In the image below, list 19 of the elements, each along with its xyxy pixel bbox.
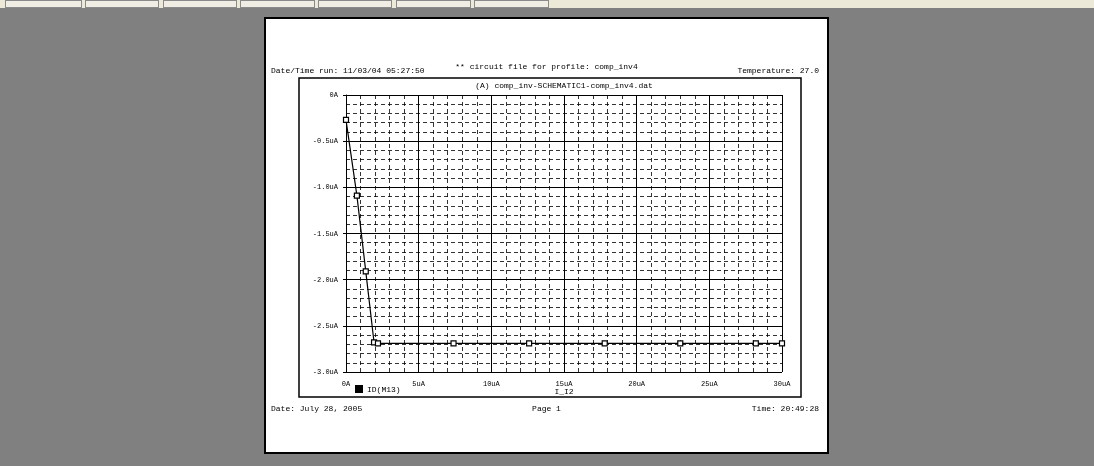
text: Time: 20:49:28 bbox=[751, 403, 820, 413]
point bbox=[778, 340, 786, 347]
point bbox=[601, 340, 608, 347]
legend-label: ID(M13) bbox=[367, 384, 401, 394]
point bbox=[374, 340, 382, 347]
point bbox=[752, 340, 759, 347]
point bbox=[450, 340, 457, 347]
point bbox=[342, 116, 350, 124]
point bbox=[362, 268, 369, 275]
point bbox=[526, 340, 533, 347]
x-axis-title: I_I2 bbox=[554, 386, 574, 396]
point bbox=[677, 340, 684, 347]
chart-subtitle: (A) comp_inv-SCHEMATIC1-comp_inv4.dat bbox=[475, 80, 653, 90]
text: Page 1 bbox=[532, 403, 562, 413]
text: Date/Time run: 11/03/04 05:27:50 bbox=[271, 65, 425, 75]
text: Date: July 28, 2005 bbox=[271, 403, 363, 413]
point bbox=[353, 192, 360, 199]
text: Temperature: 27.0 bbox=[737, 65, 820, 75]
chart-title: ** circuit file for profile: comp_inv4 bbox=[455, 61, 638, 71]
